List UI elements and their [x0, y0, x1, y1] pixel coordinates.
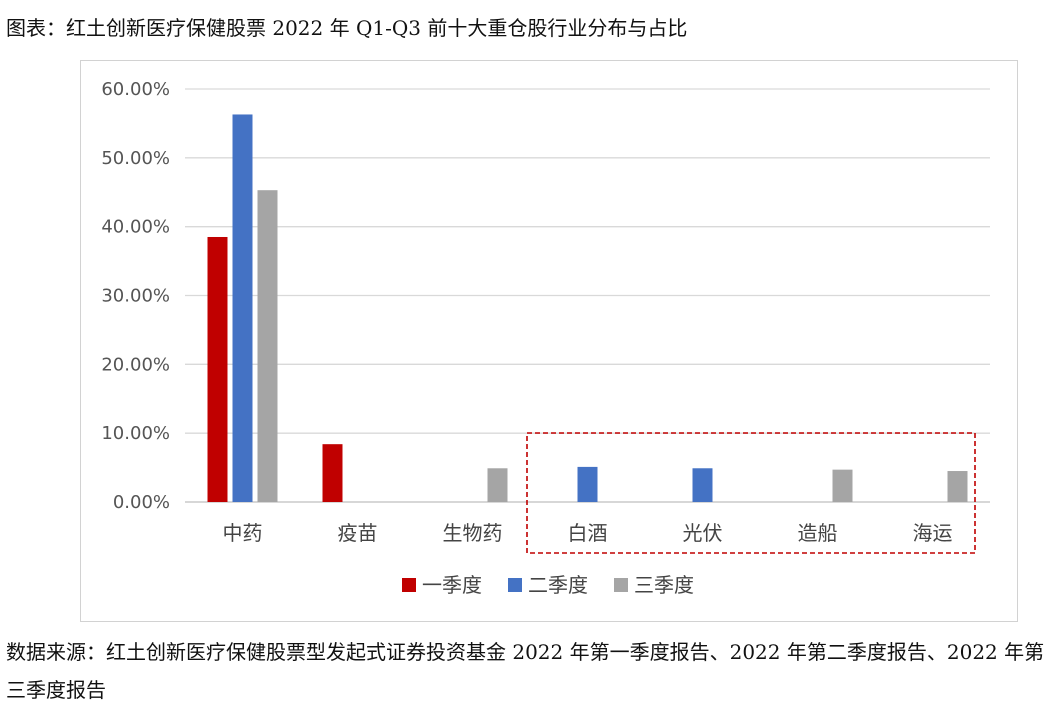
legend-label-三季度: 三季度: [634, 573, 694, 597]
y-tick-label: 10.00%: [101, 423, 170, 444]
bar-二季度-光伏: [692, 468, 713, 502]
y-tick-label: 30.00%: [101, 286, 170, 307]
bar-三季度-中药: [257, 190, 278, 502]
bar-三季度-造船: [832, 469, 853, 502]
x-category-label: 造船: [798, 521, 838, 545]
x-category-label: 疫苗: [338, 521, 378, 545]
x-category-label: 中药: [223, 521, 263, 545]
chart-frame: [80, 60, 1018, 622]
bar-三季度-生物药: [487, 468, 508, 502]
y-tick-label: 0.00%: [113, 492, 170, 513]
bar-三季度-海运: [947, 471, 968, 502]
y-tick-label: 60.00%: [101, 79, 170, 100]
x-category-label: 光伏: [683, 521, 723, 545]
y-tick-label: 20.00%: [101, 354, 170, 375]
figure-title: 图表：红土创新医疗保健股票 2022 年 Q1-Q3 前十大重仓股行业分布与占比: [6, 16, 688, 40]
x-category-label: 海运: [913, 521, 953, 545]
legend-label-二季度: 二季度: [528, 573, 588, 597]
legend-swatch-三季度: [614, 578, 628, 592]
y-tick-label: 40.00%: [101, 217, 170, 238]
x-category-label: 白酒: [568, 521, 608, 545]
bar-二季度-中药: [232, 114, 253, 503]
bar-一季度-中药: [207, 236, 228, 502]
bar-二季度-白酒: [577, 466, 598, 502]
legend-label-一季度: 一季度: [422, 573, 482, 597]
legend-swatch-二季度: [508, 578, 522, 592]
x-category-label: 生物药: [443, 521, 503, 545]
legend-swatch-一季度: [402, 578, 416, 592]
highlight-box: [526, 432, 976, 554]
data-source-note: 数据来源：红土创新医疗保健股票型发起式证券投资基金 2022 年第一季度报告、2…: [6, 640, 1045, 702]
bar-一季度-疫苗: [322, 444, 343, 502]
y-tick-label: 50.00%: [101, 148, 170, 169]
